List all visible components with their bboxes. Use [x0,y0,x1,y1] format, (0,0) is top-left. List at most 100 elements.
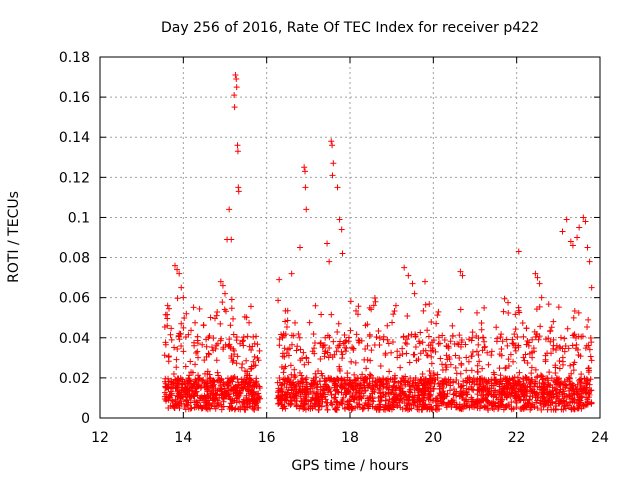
data-point [217,278,224,285]
data-point [247,400,254,407]
data-point [510,358,517,365]
data-point [369,397,376,404]
data-point [367,357,374,364]
data-point [586,346,593,353]
data-point [309,385,316,392]
data-point [550,345,557,352]
data-point [281,365,288,372]
data-point [164,302,171,309]
data-point [442,361,449,368]
data-point [306,319,313,326]
data-point [564,393,571,400]
data-point [583,381,590,388]
data-point [192,319,199,326]
data-point [305,405,312,412]
data-point [213,342,220,349]
data-point [364,356,371,363]
data-point [417,329,424,336]
data-point [532,366,539,373]
data-point [227,344,234,351]
data-point [383,376,390,383]
data-point [481,343,488,350]
data-point [401,264,408,271]
data-point [302,184,309,191]
data-point [390,311,397,318]
data-point [562,405,569,412]
y-tick-label: 0.18 [59,50,90,66]
data-point [588,400,595,407]
data-point [559,358,566,365]
data-point [538,400,545,407]
data-point [433,320,440,327]
data-point [201,357,208,364]
y-tick-label: 0.12 [59,170,90,186]
data-point [495,402,502,409]
y-tick-label: 0.04 [59,331,90,347]
data-point [568,396,575,403]
data-point [587,353,594,360]
data-point [530,348,537,355]
data-point [196,305,203,312]
data-point [456,332,463,339]
data-point [425,333,432,340]
data-point [165,384,172,391]
data-point [582,218,589,225]
data-point [398,383,405,390]
data-point [353,381,360,388]
data-point [213,357,220,364]
data-point [588,339,595,346]
data-point [475,352,482,359]
data-point [515,248,522,255]
data-point [288,341,295,348]
data-point [431,381,438,388]
data-point [338,400,345,407]
data-point [514,333,521,340]
data-point [295,331,302,338]
data-point [165,375,172,382]
data-point [346,377,353,384]
data-point [364,342,371,349]
data-point [187,358,194,365]
data-point [453,376,460,383]
data-point [248,347,255,354]
data-point [510,376,517,383]
data-point [552,379,559,386]
x-tick-label: 12 [91,430,109,446]
data-point [190,304,197,311]
data-point [517,405,524,412]
data-point [353,331,360,338]
data-point [243,392,250,399]
data-point [292,319,299,326]
data-point [356,337,363,344]
data-point [162,380,169,387]
data-point [335,342,342,349]
data-point [185,380,192,387]
data-point [363,365,370,372]
data-point [173,402,180,409]
data-point [172,396,179,403]
y-tick-label: 0.08 [59,251,90,267]
data-point [176,380,183,387]
data-point [382,352,389,359]
data-point [476,358,483,365]
data-point [485,406,492,413]
data-point [533,306,540,313]
data-point [468,367,475,374]
data-point [210,347,217,354]
data-point [395,392,402,399]
data-point [457,343,464,350]
data-point [542,358,549,365]
data-point [250,333,257,340]
data-point [292,391,299,398]
data-point [321,350,328,357]
data-point [299,389,306,396]
data-point [528,364,535,371]
data-point [556,389,563,396]
data-point [187,405,194,412]
data-point [334,388,341,395]
data-point [446,387,453,394]
data-point [234,353,241,360]
data-point [202,402,209,409]
data-point [214,308,221,315]
data-point [361,402,368,409]
